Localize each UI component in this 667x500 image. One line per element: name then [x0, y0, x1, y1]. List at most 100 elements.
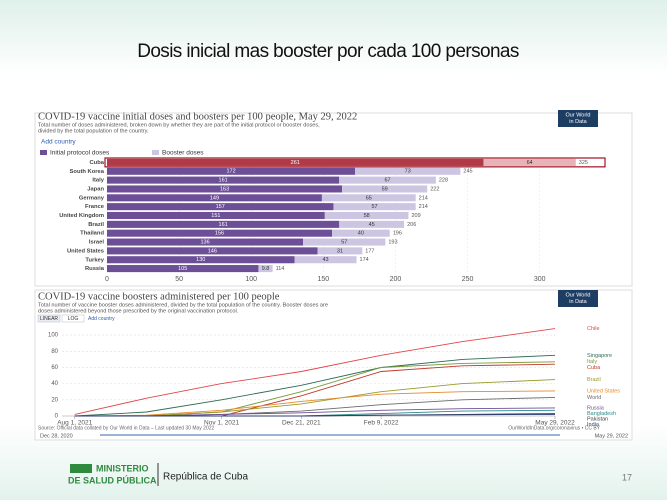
data-label: 136: [200, 239, 209, 245]
total-label: 206: [407, 222, 416, 228]
y-tick-label: United Kingdom: [59, 213, 104, 219]
line-series: [74, 390, 556, 417]
ministry-line1: MINISTERIO: [96, 463, 149, 473]
bar-segment: [332, 229, 390, 237]
timeline-start: Dec 28, 2020: [40, 433, 73, 439]
legend-swatch: [40, 150, 47, 155]
data-label: 151: [211, 213, 220, 219]
logo-icon: [70, 464, 92, 473]
data-label: 161: [219, 178, 228, 184]
country-name: República de Cuba: [163, 472, 248, 483]
data-label: 45: [369, 222, 375, 228]
y-tick-label: Cuba: [90, 160, 105, 166]
bar-segment: [355, 167, 461, 175]
data-label: 31: [337, 248, 343, 254]
y-tick-label: Thailand: [80, 231, 104, 237]
x-tick-label: 200: [390, 276, 402, 283]
data-label: 130: [196, 257, 205, 263]
data-label: 105: [178, 266, 187, 272]
bar-segment: [107, 247, 318, 255]
legend-label: Booster doses: [162, 150, 204, 157]
x-tick-label: 300: [534, 276, 546, 283]
data-label: 161: [219, 222, 228, 228]
x-tick-label: May 29, 2022: [535, 420, 575, 427]
bar-segment: [107, 203, 334, 211]
total-label: 245: [463, 169, 472, 175]
x-tick-label: Aug 1, 2021: [57, 420, 92, 427]
bar-segment: [107, 185, 343, 193]
bar-segment: [107, 194, 322, 202]
bar-segment: [342, 185, 428, 193]
ministry-line2: DE SALUD PÚBLICA: [68, 474, 157, 485]
y-tick-label: Russia: [85, 266, 105, 272]
chart-title: COVID-19 vaccine boosters administered p…: [38, 291, 280, 302]
legend-label: Italy: [587, 359, 597, 365]
total-label: 222: [430, 186, 439, 192]
bar-segment: [107, 211, 325, 220]
y-tick-label: 100: [48, 333, 59, 339]
scale-button[interactable]: [37, 314, 61, 323]
line-series: [74, 354, 556, 417]
button-label[interactable]: Add country: [88, 316, 115, 322]
total-label: 114: [276, 266, 285, 272]
bar-segment: [107, 229, 333, 237]
scale-button[interactable]: [61, 314, 85, 323]
data-label: 261: [291, 160, 300, 166]
bar-segment: [107, 238, 304, 246]
legend-label: Initial protocol doses: [50, 150, 110, 157]
legend-label: Cuba: [587, 365, 601, 371]
total-label: 196: [393, 231, 402, 237]
total-label: 177: [365, 248, 374, 254]
bar-segment: [107, 220, 340, 228]
y-tick-label: Italy: [92, 178, 104, 184]
x-tick-label: Dec 21, 2021: [282, 420, 321, 427]
timeline-end: May 29, 2022: [595, 433, 628, 439]
legend-label: World: [587, 395, 601, 401]
x-tick-label: Nov 1, 2021: [204, 420, 239, 427]
legend-swatch: [152, 150, 159, 155]
logo-text: Our World: [566, 112, 591, 118]
data-label: 58: [364, 213, 370, 219]
legend-label: India: [587, 422, 600, 428]
logo-text: in Data: [569, 119, 587, 125]
x-tick-label: 150: [318, 276, 330, 283]
add-country-button[interactable]: Add country: [41, 139, 76, 146]
data-label: 9.8: [262, 266, 270, 272]
data-label: 59: [382, 186, 388, 192]
total-label: 325: [579, 160, 588, 166]
data-label: 64: [527, 160, 533, 166]
total-label: 209: [411, 213, 420, 219]
y-tick-label: Turkey: [85, 257, 104, 263]
chart-subtitle: doses administered beyond those prescrib…: [38, 308, 239, 314]
logo: [558, 110, 598, 127]
button-label[interactable]: LINEAR: [40, 316, 58, 322]
chart-subtitle: divided by the total population of the c…: [38, 128, 149, 134]
bar-segment: [107, 158, 484, 166]
y-tick-label: Brazil: [88, 222, 104, 228]
bar-segment: [333, 203, 416, 211]
y-tick-label: 60: [51, 365, 58, 371]
data-label: 146: [208, 248, 217, 254]
bar-segment: [339, 176, 436, 184]
y-tick-label: United States: [67, 248, 104, 254]
data-label: 57: [341, 239, 347, 245]
y-tick-label: France: [85, 204, 105, 210]
bar-segment: [317, 247, 363, 255]
chart-subtitle: Total number of vaccine booster doses ad…: [38, 302, 328, 308]
legend-label: Pakistan: [587, 417, 608, 423]
total-label: 193: [388, 239, 397, 245]
total-label: 174: [360, 257, 369, 263]
data-label: 40: [358, 231, 364, 237]
bar-chart: COVID-19 vaccine initial doses and boost…: [38, 110, 606, 283]
data-label: 43: [322, 257, 328, 263]
bar-segment: [107, 176, 340, 184]
button-label[interactable]: LOG: [68, 316, 79, 322]
legend-label: Bangladesh: [587, 411, 616, 417]
total-label: 228: [439, 178, 448, 184]
y-tick-label: Germany: [79, 195, 105, 201]
data-label: 163: [220, 186, 229, 192]
bar-segment: [339, 220, 405, 228]
y-tick-label: South Korea: [70, 169, 105, 175]
legend-label: Singapore: [587, 353, 612, 359]
